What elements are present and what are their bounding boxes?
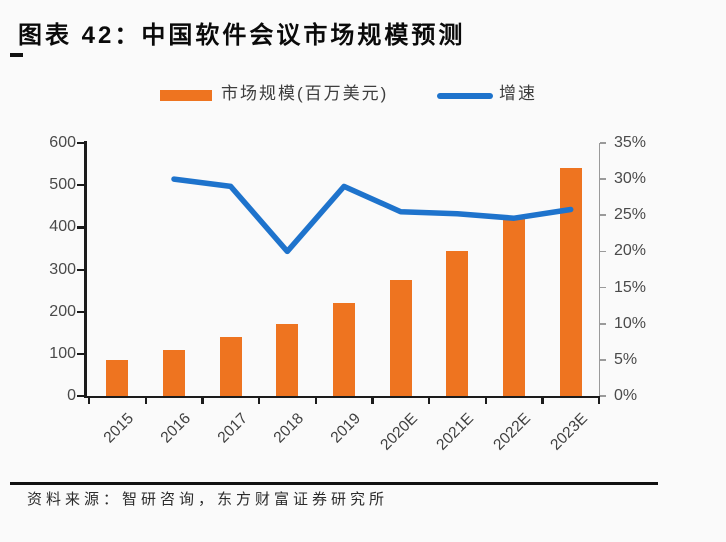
right-axis-tick <box>600 286 606 289</box>
x-axis-label-2022E: 2022E <box>490 410 535 454</box>
right-axis-tick <box>600 359 606 361</box>
x-axis-label-2019: 2019 <box>327 410 365 447</box>
right-axis-tick-label: 0% <box>614 387 638 404</box>
left-axis-tick-label: 600 <box>49 134 76 151</box>
x-axis-label-2017: 2017 <box>214 410 251 447</box>
x-axis-tick <box>428 398 431 404</box>
bar-2017 <box>219 336 242 397</box>
left-axis-tick-label: 500 <box>49 176 76 194</box>
left-axis-tick <box>77 142 84 145</box>
left-axis-tick-label: 0 <box>67 387 76 404</box>
left-axis-tick <box>77 226 84 229</box>
left-axis-tick-label: 300 <box>49 260 76 278</box>
right-axis-tick <box>600 178 606 180</box>
figure-title: 图表 42：中国软件会议市场规模预测 <box>18 22 466 49</box>
bar-2020E <box>389 280 412 397</box>
right-axis-tick <box>600 142 606 144</box>
x-axis-label-2023E: 2023E <box>546 410 591 454</box>
x-axis-label-2020E: 2020E <box>376 410 421 454</box>
left-axis-tick-label: 400 <box>49 218 76 236</box>
title-underscore-mark <box>10 53 23 57</box>
legend-line-swatch <box>437 93 493 99</box>
right-axis-tick <box>600 322 606 325</box>
bar-2022E <box>503 216 525 397</box>
left-axis-tick-label: 200 <box>49 302 76 320</box>
right-axis-tick-label: 30% <box>614 170 647 188</box>
x-axis-label-2018: 2018 <box>270 410 308 447</box>
right-axis-tick-label: 15% <box>614 278 647 296</box>
growth-line-series <box>171 176 574 255</box>
left-axis-tick <box>77 268 84 271</box>
x-axis-tick <box>598 398 601 404</box>
bar-2016 <box>163 349 185 397</box>
left-axis-tick <box>77 395 84 398</box>
source-note: 资料来源：智研咨询，东方财富证券研究所 <box>27 491 389 508</box>
bar-2015 <box>106 360 129 397</box>
x-axis-label-2015: 2015 <box>100 410 138 447</box>
x-axis-line <box>84 395 600 398</box>
bar-2023E <box>559 168 582 397</box>
x-axis-tick <box>541 398 544 404</box>
x-axis-label-2021E: 2021E <box>433 410 478 454</box>
left-axis-tick <box>77 184 84 187</box>
x-axis-tick <box>144 398 147 404</box>
right-axis-tick-label: 10% <box>614 314 647 332</box>
legend-bar-label: 市场规模(百万美元) <box>221 84 389 103</box>
x-axis-tick <box>258 398 261 404</box>
right-axis-tick <box>600 250 606 253</box>
left-axis-tick <box>77 352 84 356</box>
right-axis-line <box>598 143 600 396</box>
growth-line <box>171 176 574 255</box>
legend-line-label: 增速 <box>499 84 537 103</box>
x-axis-tick <box>371 398 374 404</box>
left-axis-tick-label: 100 <box>49 344 76 362</box>
x-axis-tick <box>201 398 204 404</box>
bar-2019 <box>333 303 355 397</box>
right-axis-tick-label: 35% <box>614 134 647 151</box>
x-axis-tick <box>314 398 317 404</box>
left-axis-tick <box>77 310 84 313</box>
left-axis-line <box>84 141 87 398</box>
x-axis-label-2016: 2016 <box>157 410 195 447</box>
right-axis-tick-label: 20% <box>614 242 647 260</box>
x-axis-tick <box>484 398 487 404</box>
x-axis-tick <box>88 398 91 404</box>
right-axis-tick <box>600 214 606 217</box>
right-axis-tick-label: 5% <box>614 350 638 368</box>
bar-2021E <box>446 250 469 397</box>
right-axis-tick-label: 25% <box>614 206 647 224</box>
legend-bar-swatch <box>160 90 212 101</box>
bar-2018 <box>276 324 299 397</box>
right-axis-tick <box>600 395 606 397</box>
footer-divider <box>10 482 658 485</box>
